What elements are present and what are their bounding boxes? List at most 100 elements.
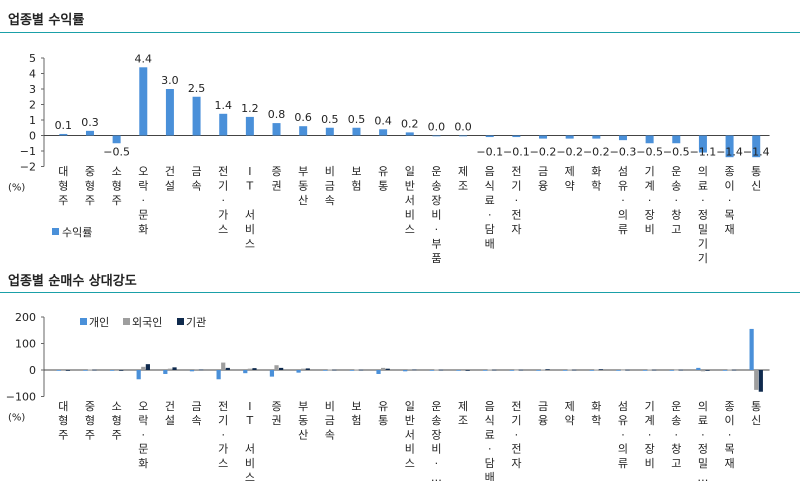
bar-21 (592, 135, 601, 139)
category-label-7-char: · (221, 194, 225, 207)
legend-label-수익률: 수익률 (62, 226, 92, 239)
category-label-24-char: 송 (671, 180, 681, 193)
bar-기관-16 (465, 370, 470, 371)
category-label-14-char: 서 (405, 194, 415, 207)
category-label-10-char: 부 (298, 165, 308, 178)
category-label-3-char: 주 (112, 194, 122, 207)
category-label-4-char: 오 (138, 400, 148, 413)
bar-외국인-4 (141, 366, 146, 370)
category-label-9-char: 권 (271, 180, 281, 193)
category-label-8-char: T (246, 180, 254, 193)
bar-외국인-20 (567, 369, 572, 371)
category-label-18-char: 전 (511, 209, 521, 222)
category-label-26-char: 재 (725, 223, 735, 236)
category-label-19-char: 융 (538, 414, 548, 427)
category-label-4-char: · (142, 428, 146, 441)
bar-외국인-22 (620, 369, 626, 371)
bar-외국인-6 (194, 369, 199, 371)
data-label-14: 0.2 (401, 117, 419, 130)
category-label-13-char: 유 (378, 165, 388, 178)
category-label-18-char: 기 (511, 180, 521, 193)
category-label-10-char: 동 (298, 414, 308, 427)
y-tick-label: 200 (15, 311, 36, 324)
category-label-6-char: 금 (192, 165, 202, 178)
category-label-7-char: 스 (218, 457, 228, 470)
category-label-12-char: 보 (351, 400, 361, 413)
bar-15 (432, 135, 441, 137)
data-label-23: −0.5 (636, 146, 663, 159)
category-label-24-char: 고 (671, 223, 681, 236)
category-label-22-char: · (621, 428, 625, 441)
category-label-8-char: 비 (245, 223, 255, 236)
category-label-3-char: 주 (112, 428, 122, 441)
category-label-17-char: · (488, 443, 492, 456)
bar-2 (85, 130, 94, 136)
data-label-22: −0.3 (610, 146, 637, 159)
category-label-4-char: 문 (138, 443, 148, 456)
category-label-11-char: 비 (325, 165, 335, 178)
category-label-6-char: 속 (192, 180, 202, 193)
bar-7 (219, 113, 228, 136)
chart2-title-rule (0, 292, 800, 293)
category-label-16-char: 제 (458, 400, 468, 413)
bar-26 (725, 135, 734, 158)
bar-외국인-2 (87, 369, 93, 371)
category-label-8-char: I (248, 165, 251, 178)
category-label-17-char: 배 (485, 238, 495, 251)
bar-개인-19 (536, 370, 541, 371)
bar-외국인-13 (381, 367, 386, 370)
bar-기관-8 (252, 368, 257, 370)
category-label-18-char: 전 (511, 400, 521, 413)
category-label-15-char: 장 (431, 194, 441, 207)
data-label-2: 0.3 (81, 116, 99, 129)
bar-기관-3 (119, 370, 124, 371)
data-label-24: −0.5 (663, 146, 690, 159)
category-label-23-char: · (648, 428, 652, 441)
bar-기관-15 (438, 369, 444, 371)
bar-외국인-11 (327, 369, 332, 371)
bar-14 (405, 132, 414, 136)
category-label-23-char: 비 (645, 223, 655, 236)
bar-개인-18 (509, 370, 514, 371)
bar-기관-25 (705, 370, 710, 371)
bar-4 (139, 67, 148, 136)
category-label-26-char: 재 (725, 457, 735, 470)
bar-개인-17 (483, 370, 488, 371)
bar-16 (459, 135, 468, 137)
category-label-9-char: 권 (271, 414, 281, 427)
bar-기관-7 (225, 367, 230, 370)
category-label-9-char: 증 (271, 165, 281, 178)
data-label-12: 0.5 (348, 113, 366, 126)
bar-25 (698, 135, 707, 153)
category-label-23-char: 계 (645, 180, 655, 193)
category-label-8-char: T (246, 414, 254, 427)
category-label-25-char: 료 (698, 414, 708, 427)
category-label-25-char: 정 (698, 209, 708, 222)
bar-20 (565, 135, 574, 139)
bar-개인-16 (456, 370, 461, 371)
category-label-3-char: 소 (112, 400, 122, 413)
category-label-26-char: · (728, 428, 732, 441)
bar-개인-14 (403, 370, 408, 372)
category-label-17-char: 음 (485, 400, 495, 413)
bar-개인-12 (349, 370, 354, 371)
category-label-14-char: 일 (405, 399, 415, 413)
category-label-7-char: 가 (218, 209, 228, 222)
category-label-23-char: 장 (645, 443, 655, 456)
bar-개인-5 (163, 370, 168, 374)
data-label-16: 0.0 (454, 121, 472, 134)
bar-외국인-9 (274, 365, 279, 370)
bar-18 (512, 135, 521, 138)
category-label-17-char: 담 (485, 457, 495, 470)
bar-외국인-19 (540, 369, 546, 371)
category-label-7-char: 스 (218, 223, 228, 236)
category-label-23-char: 계 (645, 414, 655, 427)
y-tick-label: −2 (20, 161, 36, 174)
bar-외국인-8 (247, 368, 252, 370)
category-label-23-char: 기 (645, 400, 655, 413)
category-label-25-char: · (701, 428, 705, 441)
category-label-18-char: · (515, 428, 519, 441)
data-label-4: 4.4 (135, 52, 153, 65)
category-label-18-char: 자 (511, 223, 521, 236)
category-label-14-char: 비 (405, 443, 415, 456)
